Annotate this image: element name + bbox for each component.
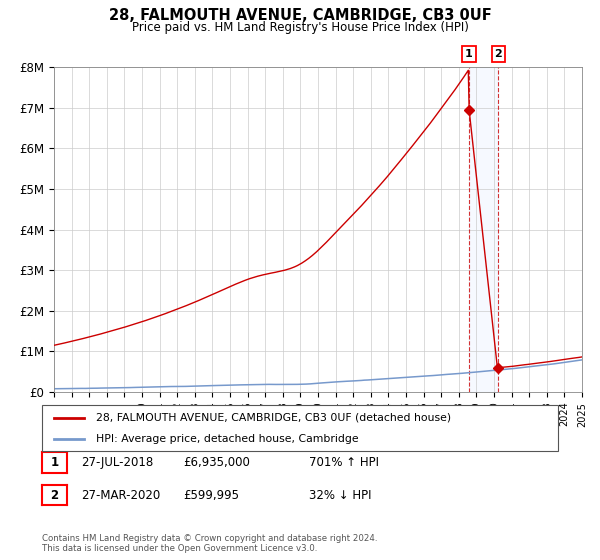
Text: HPI: Average price, detached house, Cambridge: HPI: Average price, detached house, Camb… bbox=[96, 435, 359, 444]
Text: 2: 2 bbox=[50, 488, 59, 502]
Text: 28, FALMOUTH AVENUE, CAMBRIDGE, CB3 0UF (detached house): 28, FALMOUTH AVENUE, CAMBRIDGE, CB3 0UF … bbox=[96, 413, 451, 423]
Text: £599,995: £599,995 bbox=[183, 488, 239, 502]
Text: 28, FALMOUTH AVENUE, CAMBRIDGE, CB3 0UF: 28, FALMOUTH AVENUE, CAMBRIDGE, CB3 0UF bbox=[109, 8, 491, 24]
Text: 1: 1 bbox=[465, 49, 473, 59]
Text: 1: 1 bbox=[50, 456, 59, 469]
Text: 27-MAR-2020: 27-MAR-2020 bbox=[81, 488, 160, 502]
Text: Price paid vs. HM Land Registry's House Price Index (HPI): Price paid vs. HM Land Registry's House … bbox=[131, 21, 469, 34]
Text: Contains HM Land Registry data © Crown copyright and database right 2024.
This d: Contains HM Land Registry data © Crown c… bbox=[42, 534, 377, 553]
Text: 27-JUL-2018: 27-JUL-2018 bbox=[81, 456, 153, 469]
Text: 2: 2 bbox=[494, 49, 502, 59]
Text: 32% ↓ HPI: 32% ↓ HPI bbox=[309, 488, 371, 502]
Text: £6,935,000: £6,935,000 bbox=[183, 456, 250, 469]
Bar bbox=[469, 67, 498, 392]
Text: 701% ↑ HPI: 701% ↑ HPI bbox=[309, 456, 379, 469]
